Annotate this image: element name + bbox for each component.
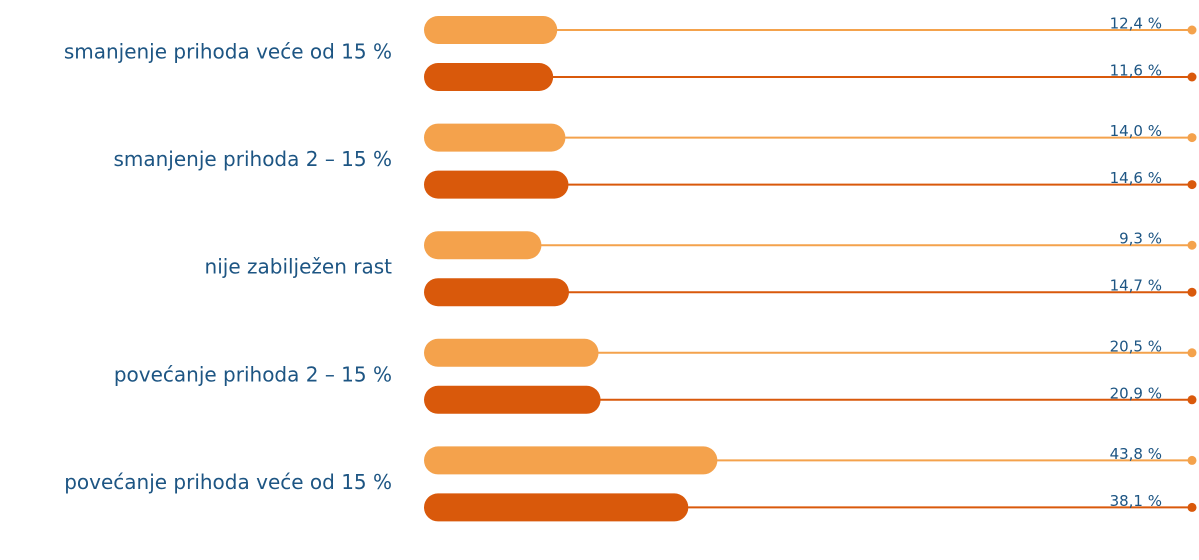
- bar: [424, 385, 601, 414]
- leader-dot: [1187, 348, 1197, 358]
- value-label: 20,9 %: [1110, 384, 1162, 402]
- bar: [424, 16, 558, 44]
- bar: [424, 231, 542, 260]
- leader-dot: [1187, 287, 1197, 297]
- leader-dot: [1187, 455, 1197, 465]
- category-label: smanjenje prihoda 2 – 15 %: [113, 147, 392, 171]
- value-label: 9,3 %: [1119, 230, 1162, 248]
- bar: [424, 278, 569, 307]
- bar: [424, 338, 599, 367]
- leader-dot: [1187, 180, 1197, 190]
- value-label: 43,8 %: [1110, 445, 1162, 463]
- value-label: 14,7 %: [1110, 277, 1162, 295]
- category-label: povećanje prihoda veće od 15 %: [64, 470, 392, 494]
- category-label: nije zabilježen rast: [205, 255, 393, 279]
- leader-dot: [1187, 502, 1197, 512]
- value-label: 20,5 %: [1110, 337, 1162, 355]
- leader-dot: [1187, 240, 1197, 250]
- bar: [424, 123, 566, 152]
- category-label: povećanje prihoda 2 – 15 %: [114, 362, 392, 386]
- leader-dot: [1187, 72, 1197, 82]
- bar: [424, 170, 569, 199]
- value-label: 14,0 %: [1110, 122, 1162, 140]
- leader-dot: [1187, 395, 1197, 405]
- value-label: 14,6 %: [1110, 169, 1162, 187]
- value-label: 12,4 %: [1110, 15, 1162, 33]
- leader-dot: [1187, 133, 1197, 143]
- category-label: smanjenje prihoda veće od 15 %: [64, 40, 392, 64]
- leader-dot: [1187, 25, 1197, 35]
- bar: [424, 446, 718, 475]
- bar: [424, 493, 689, 522]
- bar: [424, 63, 554, 91]
- value-label: 11,6 %: [1110, 62, 1162, 80]
- value-label: 38,1 %: [1110, 492, 1162, 510]
